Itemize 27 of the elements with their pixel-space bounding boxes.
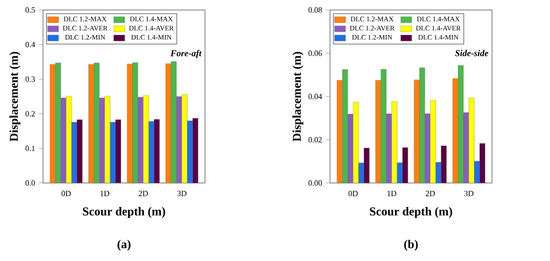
x-axis-title: Scour depth (m)	[370, 207, 452, 218]
annotation: Side-side	[455, 50, 488, 56]
x-tick-label: 3D	[464, 190, 474, 196]
y-tick-label: 0.00	[308, 180, 322, 186]
x-tick-label: 0D	[62, 190, 71, 196]
annotation: Fore-aft	[170, 50, 202, 58]
y-tick-label: 0.0	[26, 180, 35, 186]
y-tick-label: 0.1	[26, 146, 35, 152]
y-tick-label: 0.08	[308, 7, 322, 13]
x-axis-title: Scour depth (m)	[82, 207, 166, 218]
y-tick-label: 0.06	[308, 50, 322, 56]
x-tick-label: 2D	[138, 190, 148, 196]
y-tick-label: 0.04	[308, 94, 322, 100]
y-tick-label: 0.3	[26, 76, 35, 82]
y-tick-label: 0.4	[26, 42, 36, 48]
y-axis-title: Displacement (m)	[9, 52, 20, 142]
y-tick-label: 0.2	[26, 111, 35, 117]
x-tick-label: 3D	[177, 190, 186, 196]
y-axis-title: Displacement (m)	[292, 52, 304, 142]
text: (a)	[118, 240, 130, 251]
x-tick-label: 0D	[348, 190, 358, 196]
text: (b)	[404, 240, 418, 251]
x-tick-label: 1D	[100, 190, 110, 196]
y-tick-label: 0.5	[26, 7, 35, 13]
x-tick-label: 2D	[426, 190, 435, 196]
x-tick-label: 1D	[388, 190, 396, 196]
y-tick-label: 0.02	[308, 137, 322, 142]
